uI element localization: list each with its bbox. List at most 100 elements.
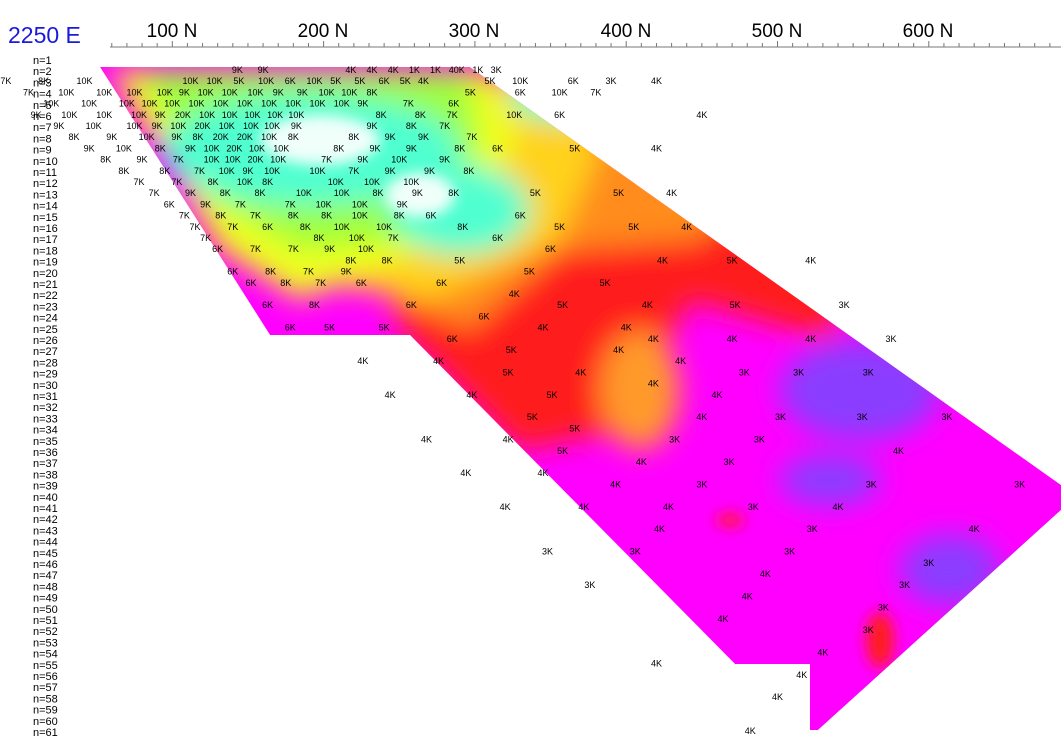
value-label: 5K [569, 143, 580, 153]
row-label: n=1 [33, 55, 52, 67]
x-axis: 100 N 200 N 300 N 400 N 500 N 600 N [110, 21, 1061, 48]
row-label: n=16 [33, 223, 58, 235]
row-label: n=18 [33, 245, 58, 257]
row-label: n=17 [33, 234, 58, 246]
value-label: 8K [288, 211, 299, 221]
value-label: 8K [415, 110, 426, 120]
value-label: 9K [439, 155, 450, 165]
value-label: 8K [100, 155, 111, 165]
value-label: 5K [727, 255, 738, 265]
value-label: 9K [341, 267, 352, 277]
row-label: n=14 [33, 201, 58, 213]
value-label: 4K [651, 659, 662, 669]
value-label: 10K [119, 99, 135, 109]
value-label: 10K [358, 244, 374, 254]
value-label: 6K [285, 323, 296, 333]
value-label: 10K [237, 177, 253, 187]
value-label: 4K [969, 524, 980, 534]
row-label: n=24 [33, 313, 58, 325]
value-label: 4K [460, 468, 471, 478]
value-label: 4K [648, 379, 659, 389]
value-label: 3K [669, 435, 680, 445]
value-label: 10K [506, 110, 522, 120]
value-label: 9K [385, 132, 396, 142]
row-label: n=54 [33, 649, 58, 661]
row-label: n=58 [33, 693, 58, 705]
value-label: 8K [463, 166, 474, 176]
value-label: 8K [367, 87, 378, 97]
value-label: 20K [175, 110, 191, 120]
value-label: 3K [696, 479, 707, 489]
value-label: 4K [796, 670, 807, 680]
value-label: 7K [466, 132, 477, 142]
value-label: 4K [621, 323, 632, 333]
value-label: 6K [515, 211, 526, 221]
value-label: 10K [261, 99, 277, 109]
value-label: 7K [200, 233, 211, 243]
value-label: 7K [388, 233, 399, 243]
value-label: 10K [328, 177, 344, 187]
value-label: 3K [724, 457, 735, 467]
value-label: 8K [333, 143, 344, 153]
value-label: 8K [255, 188, 266, 198]
value-label: 7K [171, 177, 182, 187]
row-label: n=21 [33, 279, 58, 291]
value-label: 3K [923, 558, 934, 568]
row-label: n=30 [33, 380, 58, 392]
row-label: n=38 [33, 469, 58, 481]
value-label: 3K [542, 547, 553, 557]
value-label: 10K [310, 99, 326, 109]
value-label: 6K [515, 87, 526, 97]
heatmap-area [100, 67, 1061, 730]
value-label: 9K [406, 143, 417, 153]
value-label: 6K [406, 300, 417, 310]
value-label: 10K [170, 121, 186, 131]
value-label: 4K [421, 435, 432, 445]
value-label: 6K [448, 99, 459, 109]
value-label: 9K [324, 244, 335, 254]
x-axis-minor-ticks [111, 41, 1051, 47]
value-label: 10K [352, 199, 368, 209]
value-label: 10K [126, 121, 142, 131]
value-label: 7K [134, 177, 145, 187]
value-label: 10K [319, 87, 335, 97]
row-label: n=5 [33, 100, 52, 112]
zone-5k-small [716, 514, 744, 526]
value-label: 4K [613, 345, 624, 355]
value-label: 5K [554, 222, 565, 232]
value-label: 10K [164, 99, 180, 109]
value-label: 5K [454, 255, 465, 265]
row-label: n=27 [33, 346, 58, 358]
value-label: 10K [157, 87, 173, 97]
value-label: 10K [198, 87, 214, 97]
value-label: 10K [126, 87, 142, 97]
row-label: n=7 [33, 122, 52, 134]
row-label: n=45 [33, 548, 58, 560]
value-label: 9K [152, 121, 163, 131]
x-tick-label-400: 400 N [601, 21, 652, 42]
value-label: 4K [500, 502, 511, 512]
value-label: 10K [81, 99, 97, 109]
value-label: 7K [189, 222, 200, 232]
value-label: 10K [270, 155, 286, 165]
value-label: 3K [793, 367, 804, 377]
value-label: 8K [376, 110, 387, 120]
value-label: 10K [58, 87, 74, 97]
value-label: 9K [370, 143, 381, 153]
value-label: 4K [651, 143, 662, 153]
row-label: n=29 [33, 369, 58, 381]
value-label: 3K [739, 367, 750, 377]
value-label: 10K [310, 166, 326, 176]
value-label: 10K [222, 110, 238, 120]
value-label: 10K [341, 87, 357, 97]
row-label: n=37 [33, 458, 58, 470]
value-label: 7K [447, 110, 458, 120]
value-label: 10K [131, 110, 147, 120]
value-label: 10K [334, 188, 350, 198]
value-label: 10K [204, 143, 220, 153]
value-label: 3K [754, 435, 765, 445]
value-label: 6K [492, 233, 503, 243]
value-label: 8K [262, 177, 273, 187]
value-label: 10K [552, 87, 568, 97]
